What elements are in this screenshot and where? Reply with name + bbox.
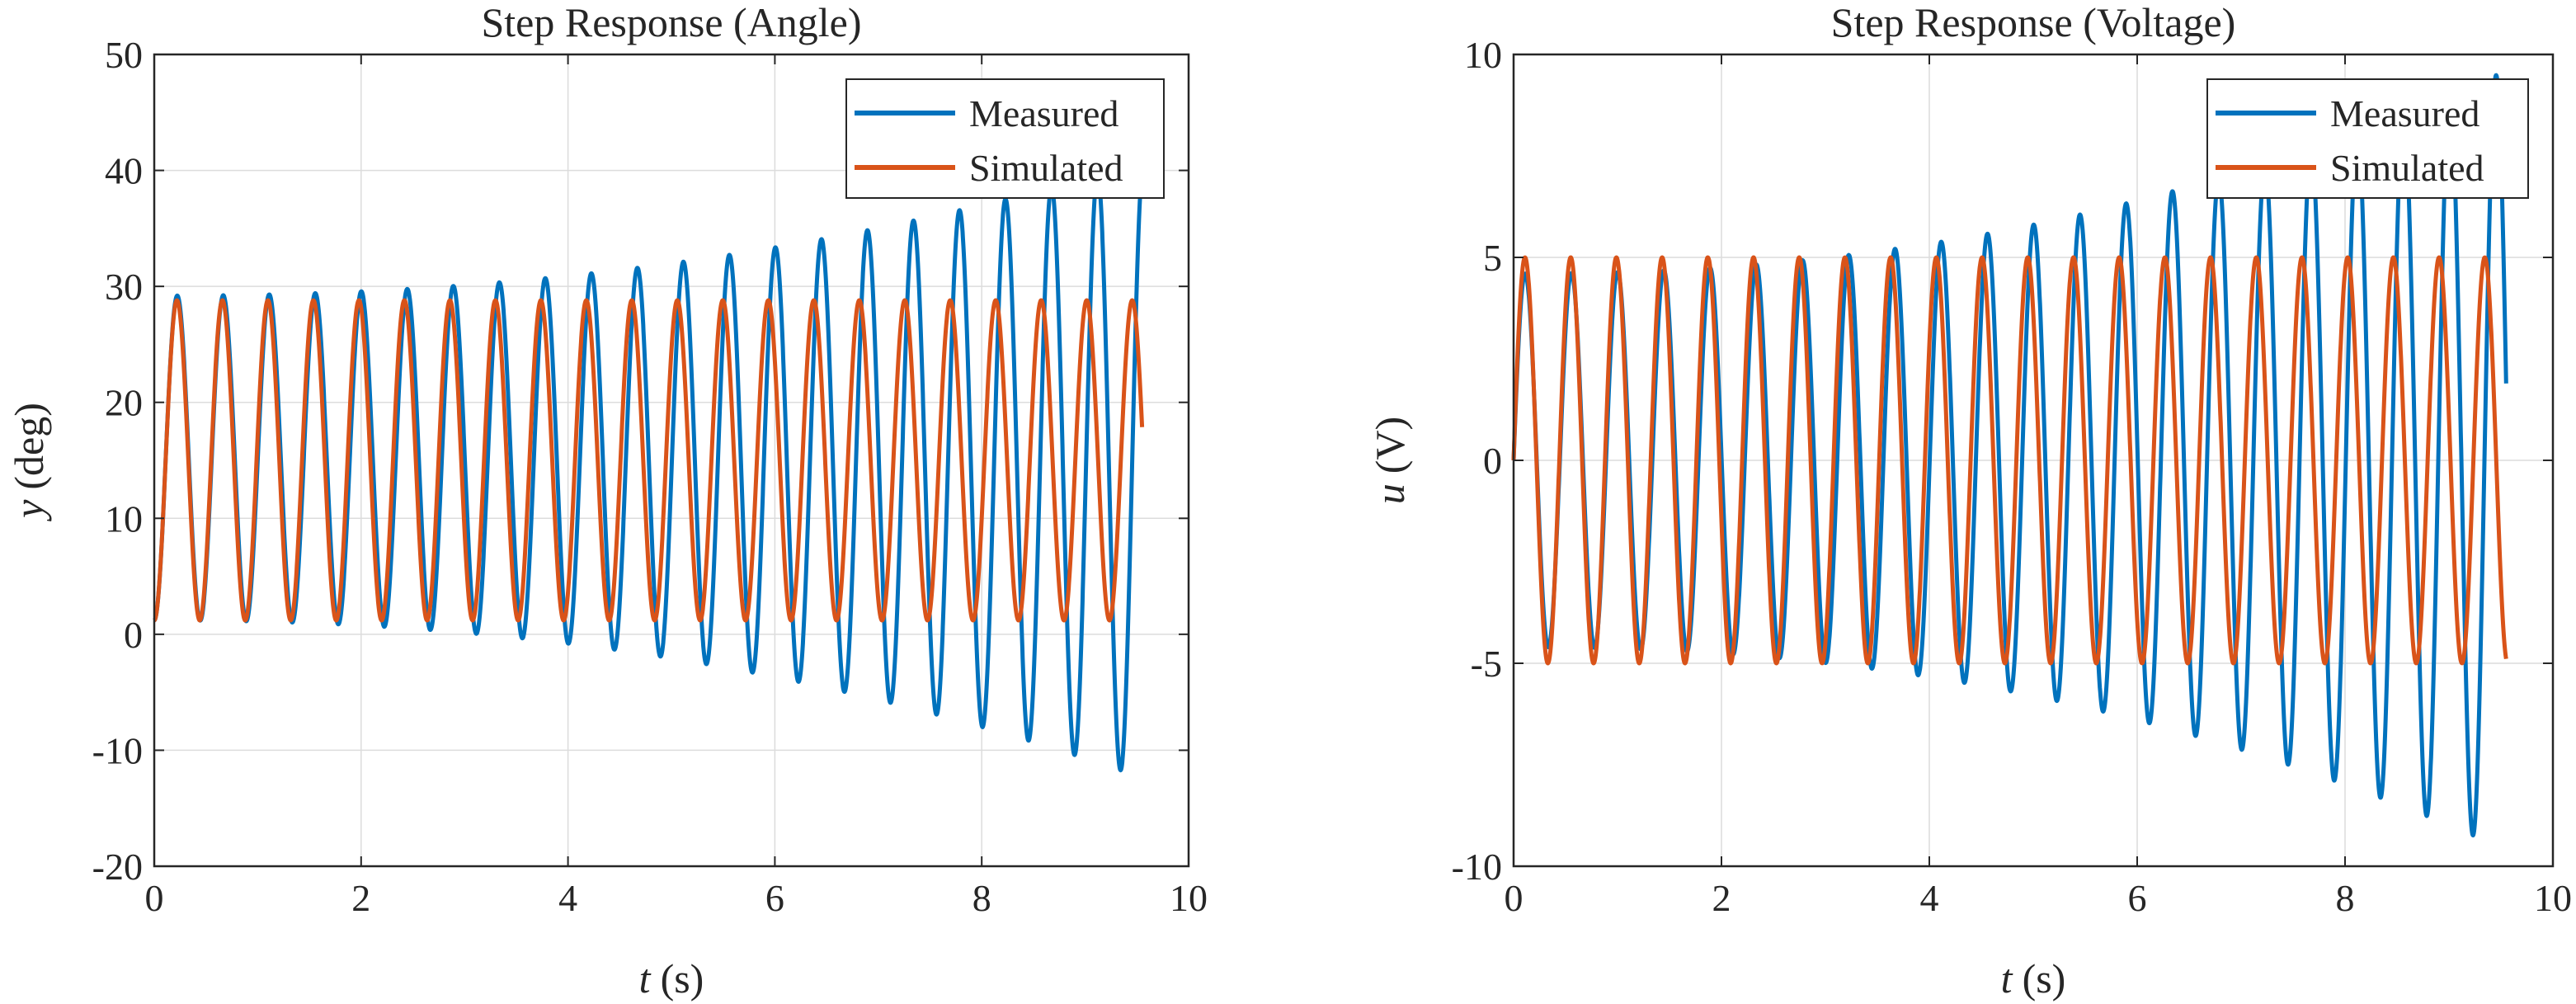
voltage-legend-label-measured: Measured <box>2330 92 2479 134</box>
angle-chart: 0 2 4 6 8 10 -20 -10 0 10 20 30 40 50 Step Response (… <box>6 0 1208 1002</box>
angle-x-axis-unit: (s) <box>661 955 704 1002</box>
voltage-y-axis-label: u (V) <box>1367 417 1413 504</box>
voltage-y-tick-label: 10 <box>1464 34 1502 76</box>
angle-y-tick-label: 0 <box>124 614 143 656</box>
voltage-x-axis-unit: (s) <box>2023 955 2066 1002</box>
angle-y-tick-label: -20 <box>92 846 143 888</box>
angle-x-tick-label: 10 <box>1170 877 1208 919</box>
voltage-y-tick-label: -10 <box>1452 846 1502 888</box>
angle-y-tick-label: -10 <box>92 729 143 771</box>
angle-legend-label-measured: Measured <box>969 92 1118 134</box>
voltage-x-tick-label: 8 <box>2336 877 2355 919</box>
angle-y-tick-label: 30 <box>105 266 143 308</box>
angle-series-simulated <box>152 298 1145 623</box>
voltage-y-tick-label: 5 <box>1483 237 1502 279</box>
voltage-x-axis-var: t <box>2001 955 2013 1002</box>
angle-x-tick-label: 6 <box>765 877 784 919</box>
voltage-y-axis-var: u <box>1367 483 1413 504</box>
angle-y-axis-var: y <box>6 499 52 522</box>
voltage-chart-title: Step Response (Voltage) <box>1831 0 2236 45</box>
voltage-x-axis-label: t (s) <box>2001 955 2066 1002</box>
angle-y-axis-label: y (deg) <box>6 403 52 522</box>
voltage-x-tick-label: 4 <box>1920 877 1939 919</box>
angle-x-tick-label: 2 <box>351 877 370 919</box>
angle-y-tick-label: 20 <box>105 382 143 424</box>
angle-legend-box <box>845 78 1165 199</box>
angle-y-tick-label: 40 <box>105 150 143 192</box>
angle-x-tick-label: 4 <box>558 877 577 919</box>
voltage-x-tick-label: 6 <box>2128 877 2147 919</box>
voltage-x-tick-label: 2 <box>1712 877 1731 919</box>
angle-axes-box <box>153 53 1190 868</box>
voltage-x-tick-label: 0 <box>1505 877 1523 919</box>
angle-y-axis-unit: (deg) <box>6 403 52 490</box>
angle-series-measured <box>152 172 1142 773</box>
angle-y-tick-label: 10 <box>105 497 143 540</box>
voltage-legend-label-simulated: Simulated <box>2330 147 2484 189</box>
angle-legend-label-simulated: Simulated <box>969 147 1123 189</box>
angle-legend: Measured Simulated <box>845 78 1165 199</box>
voltage-y-tick-label: 0 <box>1483 440 1502 482</box>
voltage-legend: Measured Simulated <box>2206 78 2529 199</box>
voltage-y-axis-unit: (V) <box>1367 417 1413 474</box>
voltage-x-tick-label: 10 <box>2534 877 2572 919</box>
voltage-chart: 0 2 4 6 8 10 -10 -5 0 5 10 Step Response (Voltage)… <box>1367 0 2572 1002</box>
angle-series <box>152 172 1145 773</box>
voltage-ticks: 0 2 4 6 8 10 -10 -5 0 5 10 <box>1452 34 2572 919</box>
voltage-series-measured <box>1511 73 2508 838</box>
voltage-series <box>1511 73 2508 838</box>
voltage-legend-box <box>2206 78 2529 199</box>
angle-chart-title: Step Response (Angle) <box>481 0 861 45</box>
angle-x-axis-label: t (s) <box>639 955 704 1002</box>
voltage-y-tick-label: -5 <box>1471 643 1502 685</box>
angle-x-axis-var: t <box>639 955 652 1002</box>
angle-x-tick-label: 8 <box>972 877 991 919</box>
angle-x-tick-label: 0 <box>145 877 164 919</box>
angle-y-tick-label: 50 <box>105 34 143 76</box>
voltage-series-simulated <box>1511 255 2508 666</box>
angle-ticks: 0 2 4 6 8 10 -20 -10 0 10 20 30 40 50 <box>92 34 1208 919</box>
